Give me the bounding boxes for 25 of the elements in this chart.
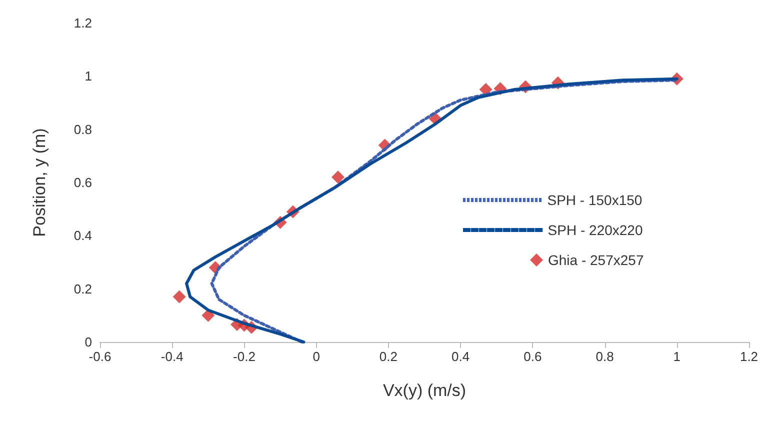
x-tick-label: -0.2 <box>233 349 256 364</box>
point <box>202 308 215 322</box>
point <box>331 170 344 184</box>
y-tick-label: 0.2 <box>74 281 92 296</box>
x-tick-label: 0 <box>312 349 320 364</box>
x-tick-label: 1 <box>673 349 681 364</box>
y-tick-label: 1.2 <box>74 16 92 30</box>
y-tick-label: 0.6 <box>74 175 92 190</box>
x-tick-label: -0.6 <box>88 349 112 364</box>
legend-label: SPH - 150x150 <box>547 192 642 208</box>
y-tick-label: 1 <box>84 68 92 84</box>
x-axis-title: Vx(y) (m/s) <box>382 381 466 400</box>
x-tick-label: 0.6 <box>524 349 542 364</box>
legend-label: Ghia - 257x257 <box>548 252 644 268</box>
y-tick-label: 0.4 <box>74 228 92 244</box>
x-tick-label: 0.4 <box>452 349 470 364</box>
x-tick-label: 0.8 <box>596 349 614 364</box>
y-axis-title: Position, y (m) <box>30 128 49 237</box>
x-tick-label: 0.2 <box>379 349 398 364</box>
legend-label: SPH - 220x220 <box>548 222 643 238</box>
x-tick-label: -0.4 <box>160 349 184 364</box>
y-tick-label: 0.8 <box>74 122 92 137</box>
y-tick-label: 0 <box>84 334 92 350</box>
x-tick-label: 1.2 <box>740 349 758 364</box>
point <box>172 290 186 304</box>
